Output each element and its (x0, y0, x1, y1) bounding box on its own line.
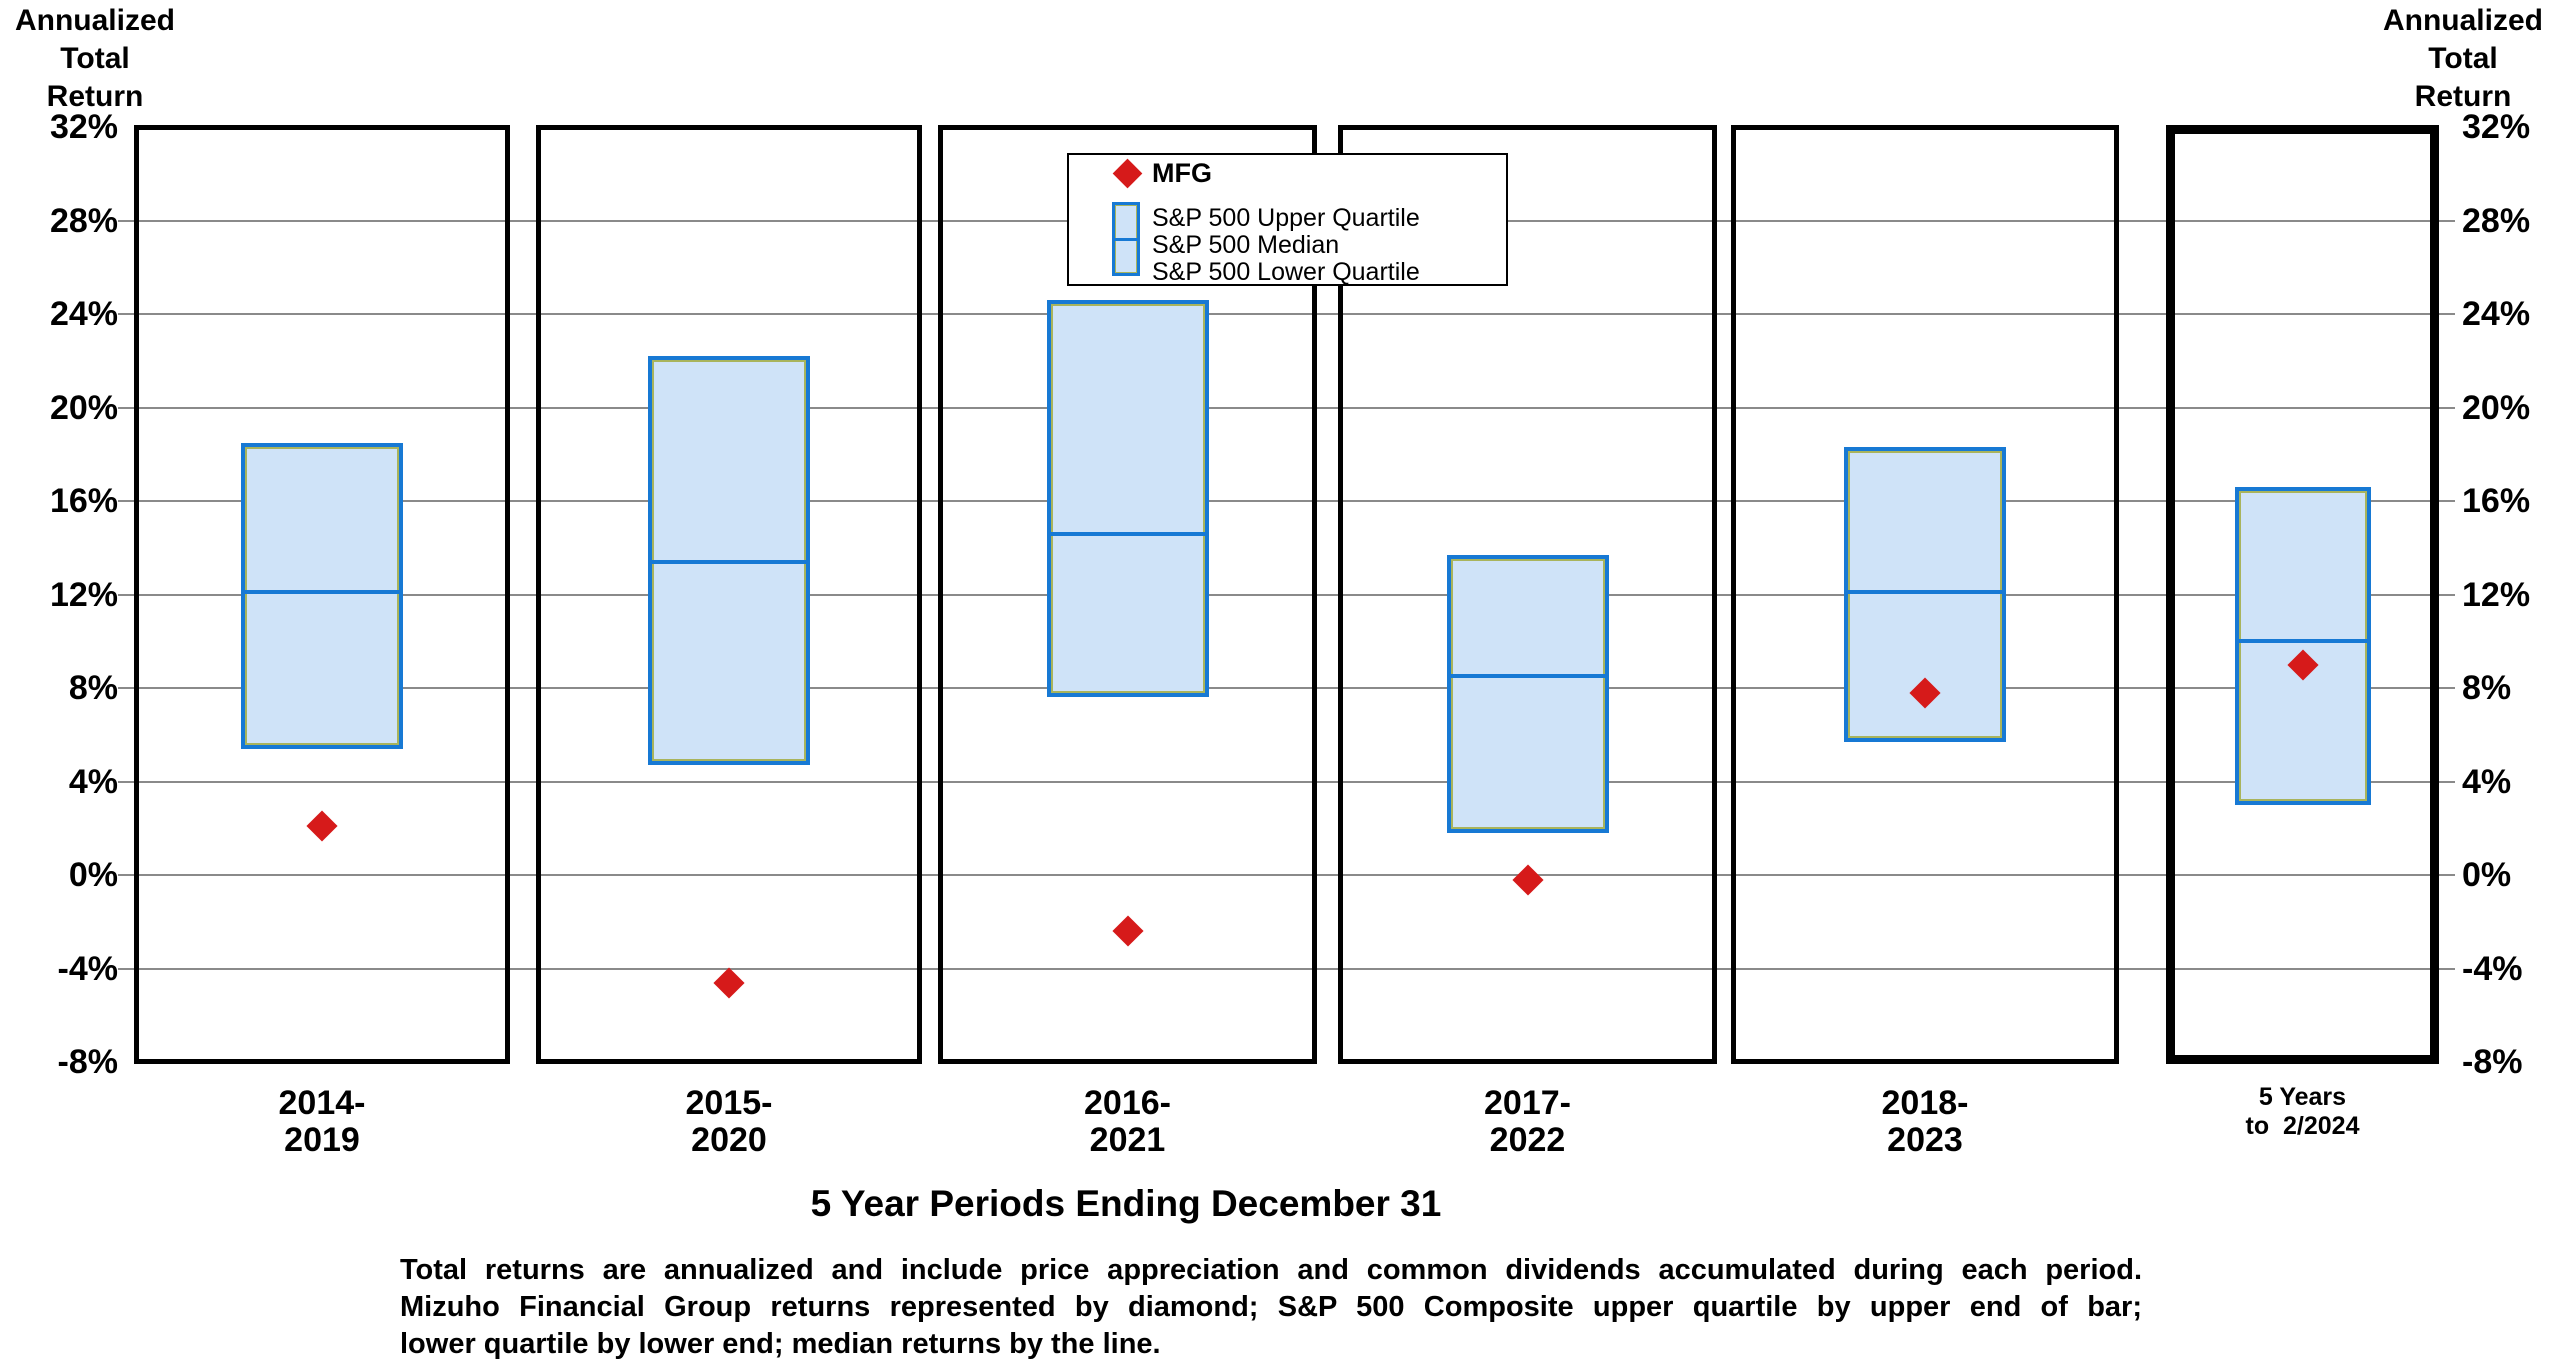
axis-title-line: Annualized (2382, 4, 2543, 37)
x-axis-label-line: 2015- (685, 1084, 773, 1122)
gridline-20pct (118, 406, 2455, 409)
sp500-range-bar-4 (1446, 554, 1609, 833)
y-tick-right--8%: -8% (2462, 1043, 2523, 1081)
legend-item-upper-quartile: S&P 500 Upper Quartile (1152, 204, 1420, 232)
right-axis-title: Annualized Total Return (2368, 2, 2558, 116)
gridline-0pct (118, 874, 2455, 876)
x-axis-label-line: 2014- (278, 1084, 366, 1122)
axis-title-line: Total (60, 42, 130, 75)
gridline-16pct (118, 500, 2455, 502)
y-tick-left-16%: 16% (49, 482, 118, 520)
y-tick-left-4%: 4% (68, 762, 118, 801)
quartile-bar-icon (1112, 202, 1140, 276)
sp500-range-bar-2 (648, 356, 810, 766)
x-axis-label-line: 5 Years (2258, 1083, 2347, 1111)
y-tick-right-16%: 16% (2462, 482, 2531, 520)
y-tick-right-32%: 32% (2462, 108, 2531, 146)
x-axis-label-2: 2015- 2020 (538, 1085, 920, 1159)
y-tick-left--8%: -8% (57, 1043, 118, 1081)
y-tick-right-8%: 8% (2462, 669, 2512, 707)
y-tick-left-24%: 24% (49, 295, 118, 333)
y-tick-left-32%: 32% (49, 108, 118, 146)
x-axis-label-line: 2022 (1489, 1121, 1566, 1159)
gridline--4pct (118, 967, 2455, 970)
y-tick-right--4%: -4% (2462, 949, 2523, 988)
y-tick-left-28%: 28% (49, 201, 118, 240)
footnote-line: lower quartile by lower end; median retu… (400, 1328, 1161, 1360)
axis-title-line: Return (46, 80, 144, 113)
sp500-range-bar-3 (1046, 299, 1209, 698)
y-tick-right-28%: 28% (2462, 201, 2531, 240)
sp500-median-line-1 (245, 590, 399, 595)
x-axis-label-line: 2023 (1887, 1121, 1963, 1159)
gridline-12pct (118, 593, 2455, 596)
x-axis-label-6: 5 Years to 2/2024 (2168, 1083, 2437, 1141)
period-panel-1 (134, 125, 510, 1064)
period-panel-6 (2166, 125, 2439, 1064)
footnote-line: Mizuho Financial Group returns represent… (400, 1291, 2142, 1323)
y-tick-left-20%: 20% (49, 388, 118, 427)
period-panel-3 (938, 125, 1317, 1064)
y-tick-right-24%: 24% (2462, 295, 2531, 333)
legend-item-median: S&P 500 Median (1152, 231, 1340, 259)
median-line-icon (1115, 238, 1137, 241)
x-axis-label-line: 2017- (1484, 1084, 1571, 1122)
left-axis-title: Annualized Total Return (0, 2, 190, 116)
x-axis-label-line: 2021 (1089, 1121, 1166, 1159)
period-panel-4 (1338, 125, 1717, 1064)
sp500-median-line-4 (1450, 674, 1605, 679)
sp500-median-line-5 (1848, 590, 2002, 595)
gridline-4pct (118, 780, 2455, 783)
y-tick-left--4%: -4% (57, 949, 118, 988)
x-axis-label-4: 2017- 2022 (1340, 1085, 1715, 1159)
gridline-24pct (118, 313, 2455, 315)
x-axis-label-line: 2020 (691, 1121, 767, 1159)
sp500-median-line-2 (652, 559, 806, 564)
axis-title-line: Annualized (14, 4, 175, 37)
x-axis-label-5: 2018- 2023 (1733, 1085, 2117, 1159)
y-tick-left-8%: 8% (68, 669, 118, 707)
axis-title-line: Return (2414, 80, 2512, 113)
period-panel-5 (1731, 125, 2119, 1064)
footnote: Total returns are annualized and include… (400, 1252, 2142, 1363)
x-axis-label-line: 2016- (1084, 1084, 1171, 1122)
y-tick-right-4%: 4% (2462, 762, 2512, 801)
y-tick-right-12%: 12% (2462, 575, 2531, 614)
sp500-range-bar-6 (2234, 486, 2371, 805)
period-panel-2 (536, 125, 922, 1064)
y-tick-left-12%: 12% (49, 575, 118, 614)
footnote-line: Total returns are annualized and include… (400, 1254, 2142, 1286)
x-axis-label-line: to 2/2024 (2245, 1112, 2360, 1140)
x-axis-label-line: 2019 (284, 1121, 360, 1159)
sp500-median-line-3 (1050, 531, 1205, 536)
sp500-median-line-6 (2238, 639, 2367, 644)
sp500-range-bar-1 (241, 442, 403, 749)
axis-title-line: Total (2428, 42, 2498, 75)
gridline-8pct (118, 687, 2455, 689)
y-tick-right-0%: 0% (2462, 856, 2512, 894)
x-axis-label-3: 2016- 2021 (940, 1085, 1315, 1159)
y-tick-left-0%: 0% (68, 856, 118, 894)
legend-item-lower-quartile: S&P 500 Lower Quartile (1152, 258, 1420, 286)
x-axis-label-line: 2018- (1881, 1084, 1969, 1122)
legend-mfg-label: MFG (1152, 158, 1212, 188)
x-axis-title: 5 Year Periods Ending December 31 (810, 1183, 1442, 1224)
x-axis-label-1: 2014- 2019 (136, 1085, 508, 1159)
y-tick-right-20%: 20% (2462, 388, 2531, 427)
